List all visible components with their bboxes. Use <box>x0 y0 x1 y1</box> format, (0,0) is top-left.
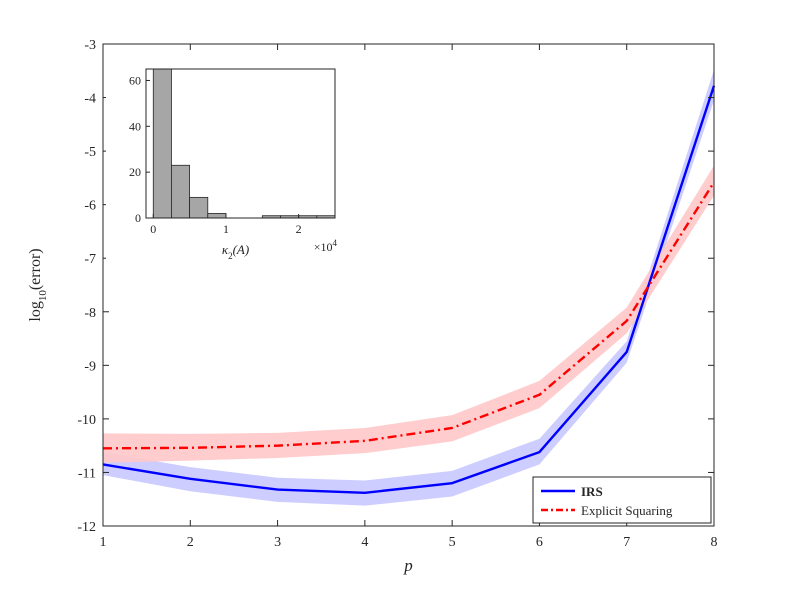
inset-y-tick-label: 20 <box>129 165 141 179</box>
inset-x-axis-label: κ2(A) <box>222 242 249 261</box>
inset-y-tick-label: 60 <box>129 73 141 87</box>
x-tick-label: 8 <box>711 535 718 550</box>
inset-axes-frame <box>145 68 336 219</box>
histogram-bar <box>189 196 209 219</box>
main-axes-frame <box>102 43 715 527</box>
inset-bars <box>152 68 336 219</box>
inset-x-multiplier: ×104 <box>314 238 338 254</box>
series-line-0 <box>102 85 716 494</box>
x-tick-label: 2 <box>187 535 194 550</box>
x-tick-label: 4 <box>361 535 368 550</box>
legend: IRS Explicit Squaring <box>532 476 712 524</box>
inset-x-ticks: 0 1 2 <box>150 214 302 236</box>
y-tick-label: -6 <box>84 199 96 214</box>
x-tick-label: 1 <box>100 535 107 550</box>
main-y-ticks: -12 -11 -10 -9 -8 -7 -6 -5 -4 -3 <box>77 38 714 535</box>
histogram-bar <box>171 164 191 219</box>
main-x-ticks: 1 2 3 4 5 6 7 8 <box>100 44 718 550</box>
inset-y-tick-label: 40 <box>129 119 141 133</box>
y-tick-label: -7 <box>84 252 96 267</box>
inset-x-tick-label: 0 <box>150 222 156 236</box>
inset-background <box>106 61 345 268</box>
legend-label-1: Explicit Squaring <box>581 503 673 518</box>
legend-box <box>532 476 712 524</box>
inset-y-tick-label: 0 <box>135 211 141 225</box>
svg-text:log10(error): log10(error) <box>27 248 49 321</box>
confidence-bands <box>103 69 714 506</box>
main-y-axis-label: log10(error) <box>27 248 49 321</box>
main-plot: 1 2 3 4 5 6 7 8 -12 -11 -10 -9 -8 -7 -6 -5 -4 -3 p log10… <box>27 38 718 575</box>
y-tick-label: -8 <box>84 306 96 321</box>
y-tick-label: -4 <box>84 92 96 107</box>
band-1 <box>103 165 714 463</box>
x-tick-label: 6 <box>536 535 543 550</box>
inset-x-tick-label: 1 <box>223 222 229 236</box>
y-tick-label: -11 <box>78 466 96 481</box>
y-tick-label: -12 <box>77 520 96 535</box>
x-tick-label: 3 <box>274 535 281 550</box>
series-lines <box>102 85 716 494</box>
inset-x-tick-label: 2 <box>296 222 302 236</box>
legend-label-0: IRS <box>581 484 603 499</box>
series-line-1 <box>102 181 716 450</box>
histogram-bar <box>207 213 227 219</box>
x-tick-label: 7 <box>623 535 630 550</box>
y-tick-label: -5 <box>84 145 96 160</box>
histogram-bar <box>152 68 172 219</box>
y-tick-label: -3 <box>84 38 96 53</box>
inset-y-ticks: 0 20 40 60 <box>129 73 150 225</box>
main-x-axis-label: p <box>403 556 413 575</box>
y-tick-label: -9 <box>84 359 96 374</box>
x-tick-label: 5 <box>449 535 456 550</box>
inset-histogram: 0 1 2 0 20 40 60 κ2(A) ×104 <box>106 61 345 268</box>
y-tick-label: -10 <box>77 413 96 428</box>
